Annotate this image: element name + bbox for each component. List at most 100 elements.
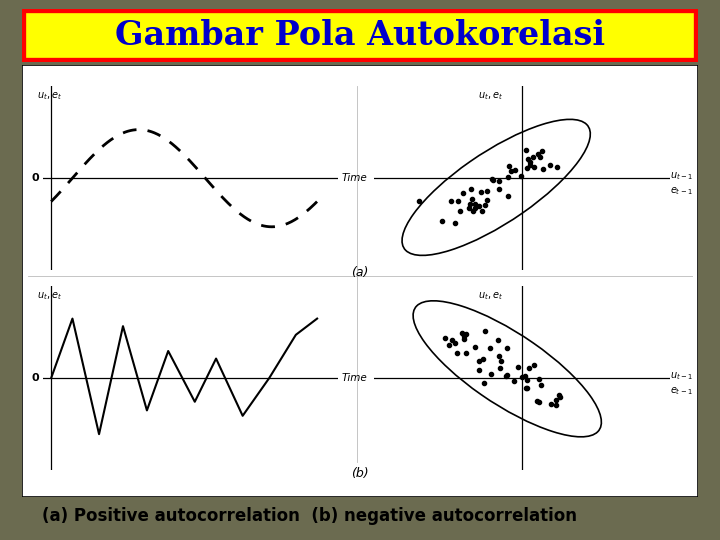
Point — [493, 352, 505, 361]
Point — [451, 348, 462, 357]
Point — [466, 195, 477, 204]
Point — [492, 335, 504, 344]
Point — [531, 396, 542, 405]
Point — [469, 204, 481, 213]
Point — [537, 165, 549, 173]
Point — [554, 393, 566, 401]
Point — [512, 363, 523, 372]
Point — [480, 200, 491, 209]
Point — [449, 339, 460, 347]
Point — [551, 400, 562, 409]
Point — [456, 328, 468, 337]
Point — [494, 185, 505, 193]
Text: Time: Time — [341, 373, 367, 383]
Point — [493, 177, 505, 185]
Point — [525, 157, 536, 166]
Point — [516, 372, 528, 381]
Point — [445, 197, 456, 206]
Point — [505, 167, 516, 176]
Point — [461, 349, 472, 357]
Point — [536, 147, 548, 156]
Point — [467, 207, 479, 215]
Text: 0: 0 — [32, 373, 39, 383]
Text: (a): (a) — [351, 266, 369, 279]
Point — [475, 187, 487, 196]
Point — [485, 369, 497, 378]
Point — [524, 160, 536, 169]
Text: $u_t, e_t$: $u_t, e_t$ — [478, 90, 503, 102]
FancyBboxPatch shape — [22, 9, 698, 62]
Point — [482, 196, 493, 205]
Point — [544, 160, 556, 169]
Text: Gambar Pola Autokorelasi: Gambar Pola Autokorelasi — [115, 19, 605, 52]
Point — [464, 200, 476, 209]
Point — [502, 370, 513, 379]
Point — [436, 217, 448, 226]
Point — [503, 173, 514, 181]
Point — [474, 357, 485, 366]
Point — [503, 192, 514, 200]
Point — [459, 335, 470, 343]
Point — [554, 390, 565, 399]
Point — [439, 334, 451, 342]
Text: $u_{t-1}$
$e_{t-1}$: $u_{t-1}$ $e_{t-1}$ — [670, 170, 693, 197]
Point — [528, 361, 540, 370]
Point — [521, 164, 532, 172]
Point — [449, 219, 460, 228]
Text: (a) Positive autocorrelation  (b) negative autocorrelation: (a) Positive autocorrelation (b) negativ… — [42, 507, 577, 525]
Point — [454, 206, 466, 215]
Point — [552, 163, 563, 171]
Text: $u_t, e_t$: $u_t, e_t$ — [478, 290, 503, 302]
Point — [509, 166, 521, 174]
Point — [519, 372, 531, 381]
Point — [473, 366, 485, 374]
Text: $u_t, e_t$: $u_t, e_t$ — [37, 90, 63, 102]
Point — [444, 341, 455, 349]
Point — [521, 376, 533, 385]
Point — [523, 364, 534, 373]
Point — [469, 199, 480, 208]
Text: $u_{t-1}$
$e_{t-1}$: $u_{t-1}$ $e_{t-1}$ — [670, 370, 693, 397]
Point — [520, 383, 531, 392]
Point — [482, 186, 493, 195]
Point — [521, 383, 533, 392]
Point — [528, 163, 540, 171]
Point — [534, 153, 546, 161]
Point — [551, 395, 562, 404]
FancyBboxPatch shape — [22, 65, 698, 497]
Point — [532, 150, 544, 159]
Point — [535, 380, 546, 389]
Point — [452, 197, 464, 206]
Point — [457, 188, 469, 197]
Text: $u_t, e_t$: $u_t, e_t$ — [37, 290, 63, 302]
Point — [477, 355, 488, 364]
Point — [533, 375, 544, 383]
Point — [501, 343, 513, 352]
Point — [533, 397, 544, 406]
Point — [503, 161, 515, 170]
Point — [479, 327, 490, 336]
Point — [500, 372, 512, 380]
Point — [484, 343, 495, 352]
Point — [527, 153, 539, 162]
Text: Time: Time — [341, 173, 367, 183]
Point — [486, 174, 498, 183]
Point — [464, 204, 475, 213]
Point — [479, 379, 490, 388]
Point — [495, 357, 507, 366]
Text: 0: 0 — [32, 173, 39, 183]
Point — [516, 171, 527, 180]
Point — [523, 155, 534, 164]
Point — [520, 146, 531, 154]
Point — [465, 184, 477, 193]
Point — [446, 336, 458, 345]
Point — [508, 376, 520, 385]
Point — [458, 332, 469, 340]
Point — [469, 343, 481, 352]
Text: (b): (b) — [351, 467, 369, 480]
Point — [476, 207, 487, 215]
Point — [494, 363, 505, 372]
Point — [487, 176, 499, 185]
Point — [546, 400, 557, 408]
Point — [413, 197, 425, 205]
